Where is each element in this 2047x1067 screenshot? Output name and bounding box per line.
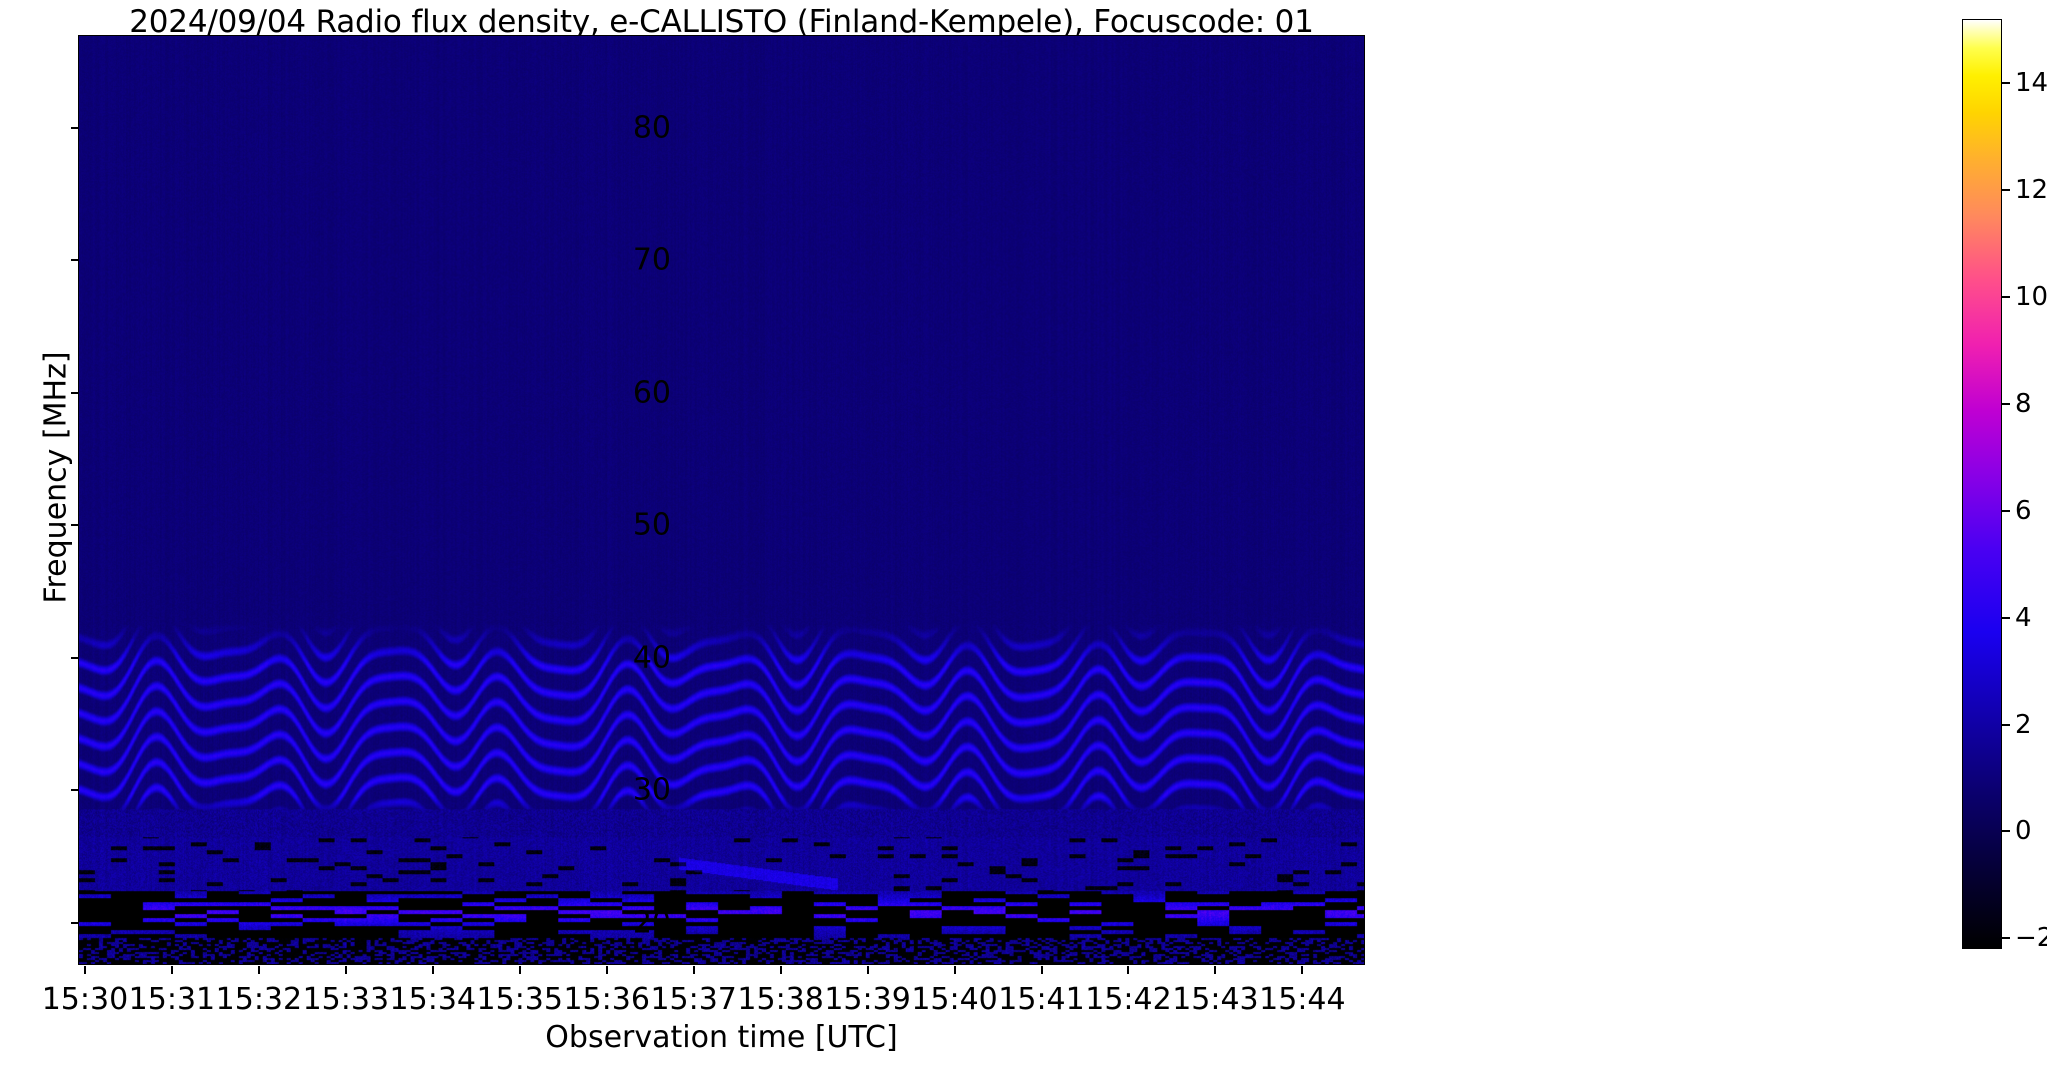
- y-tick-label: 50: [632, 507, 671, 543]
- colorbar-tick-label: 8: [2015, 388, 2032, 419]
- x-tick-mark: [692, 966, 695, 974]
- x-tick-label: 15:35: [476, 982, 563, 1017]
- x-tick-label: 15:37: [650, 982, 737, 1017]
- colorbar-tick-mark: [2002, 937, 2010, 940]
- x-tick-mark: [431, 966, 434, 974]
- x-tick-mark: [518, 966, 521, 974]
- x-tick-label: 15:38: [737, 982, 824, 1017]
- y-tick-label: 70: [632, 242, 671, 278]
- colorbar-tick-label: 10: [2015, 281, 2047, 312]
- colorbar-gradient: [1962, 19, 2002, 949]
- colorbar-tick-mark: [2002, 509, 2010, 512]
- x-tick-mark: [344, 966, 347, 974]
- y-tick-label: 30: [632, 772, 671, 808]
- y-tick-label: 80: [632, 110, 671, 146]
- colorbar-tick-label: 4: [2015, 602, 2032, 633]
- colorbar-tick-mark: [2002, 723, 2010, 726]
- colorbar-tick-mark: [2002, 616, 2010, 619]
- x-axis-label: Observation time [UTC]: [545, 1020, 898, 1055]
- x-tick-mark: [257, 966, 260, 974]
- x-tick-label: 15:42: [1085, 982, 1172, 1017]
- y-tick-mark: [71, 391, 79, 394]
- colorbar-tick-label: 2: [2015, 709, 2032, 740]
- colorbar-tick-mark: [2002, 189, 2010, 192]
- x-tick-mark: [953, 966, 956, 974]
- x-tick-mark: [1214, 966, 1217, 974]
- y-tick-mark: [71, 126, 79, 129]
- colorbar-tick-label: 6: [2015, 495, 2032, 526]
- x-tick-mark: [1301, 966, 1304, 974]
- spectrogram-image: [79, 36, 1364, 964]
- x-tick-label: 15:31: [128, 982, 216, 1017]
- x-tick-label: 15:36: [563, 982, 650, 1017]
- x-tick-mark: [83, 966, 86, 974]
- x-tick-label: 15:41: [998, 982, 1085, 1017]
- x-tick-mark: [779, 966, 782, 974]
- colorbar-tick-label: 0: [2015, 816, 2032, 847]
- y-axis-label: Frequency [MHz]: [38, 351, 74, 604]
- y-tick-label: 40: [632, 640, 671, 676]
- colorbar-tick-mark: [2002, 82, 2010, 85]
- colorbar-tick-label: 12: [2015, 175, 2047, 206]
- y-tick-label: 60: [632, 375, 671, 411]
- x-tick-label: 15:32: [215, 982, 303, 1017]
- y-tick-mark: [71, 656, 79, 659]
- colorbar-tick-mark: [2002, 295, 2010, 298]
- colorbar-tick-label: 14: [2015, 68, 2047, 99]
- y-tick-mark: [71, 789, 79, 792]
- y-tick-mark: [71, 259, 79, 262]
- y-tick-label: 20: [632, 905, 671, 941]
- x-tick-mark: [170, 966, 173, 974]
- x-tick-label: 15:39: [824, 982, 911, 1017]
- colorbar-tick-mark: [2002, 830, 2010, 833]
- y-tick-mark: [71, 524, 79, 527]
- x-tick-label: 15:43: [1172, 982, 1259, 1017]
- x-tick-label: 15:33: [302, 982, 390, 1017]
- x-tick-label: 15:44: [1259, 982, 1346, 1017]
- spectrogram-axes: [78, 35, 1365, 965]
- x-tick-label: 15:34: [389, 982, 477, 1017]
- colorbar-tick-label: −2: [2015, 923, 2047, 954]
- x-tick-mark: [1127, 966, 1130, 974]
- x-tick-mark: [605, 966, 608, 974]
- x-tick-label: 15:40: [911, 982, 998, 1017]
- x-tick-mark: [1040, 966, 1043, 974]
- x-tick-label: 15:30: [41, 982, 129, 1017]
- colorbar-tick-mark: [2002, 402, 2010, 405]
- x-tick-mark: [866, 966, 869, 974]
- page-title: 2024/09/04 Radio flux density, e-CALLIST…: [129, 4, 1314, 40]
- y-tick-mark: [71, 921, 79, 924]
